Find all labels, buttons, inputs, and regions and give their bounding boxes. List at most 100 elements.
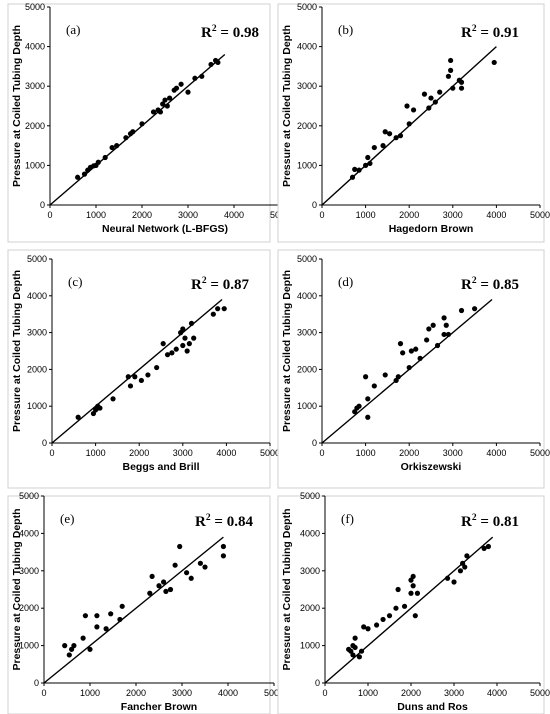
data-point xyxy=(95,159,101,165)
x-tick-label: 2000 xyxy=(399,448,419,458)
x-tick-label: 0 xyxy=(49,448,54,458)
x-axis-label: Beggs and Brill xyxy=(122,461,199,473)
data-point xyxy=(367,160,373,167)
data-point xyxy=(164,352,171,358)
x-axis-label: Hagedorn Brown xyxy=(389,223,474,235)
data-point xyxy=(75,174,81,180)
data-point xyxy=(138,377,144,384)
data-point xyxy=(428,95,434,101)
data-point xyxy=(426,326,432,332)
data-point xyxy=(374,622,380,628)
y-tick-label: 3000 xyxy=(27,328,47,338)
y-axis-label: Pressure at Coiled Tubing Depth xyxy=(11,270,23,432)
data-point xyxy=(410,583,416,589)
data-point xyxy=(173,85,180,91)
data-point xyxy=(441,331,447,338)
data-point xyxy=(426,105,432,111)
r-squared-label: R2 = 0.85 xyxy=(461,276,519,293)
panel-label: (a) xyxy=(66,22,80,37)
panel-a: 0100020003000400050000100020003000400050… xyxy=(7,2,290,243)
data-point xyxy=(188,575,194,581)
data-point xyxy=(371,383,377,389)
r-squared-label: R2 = 0.87 xyxy=(191,276,249,293)
x-tick-label: 4000 xyxy=(224,210,244,220)
data-point xyxy=(202,564,208,570)
y-axis-label: Pressure at Coiled Tubing Depth xyxy=(281,270,293,432)
panel-d: 0 1000 2000 3000 4000 5000 0 1000 2000 3000 4000 50… xyxy=(277,249,550,489)
x-tick-label: 3000 xyxy=(178,210,198,220)
trend-line xyxy=(324,536,494,684)
y-tick-label: 4000 xyxy=(297,42,317,52)
data-point xyxy=(177,543,183,550)
data-point xyxy=(145,372,151,378)
x-axis-label: Orkiszewski xyxy=(401,461,462,473)
data-point xyxy=(147,590,153,596)
y-tick-label: 5000 xyxy=(297,254,317,264)
data-point xyxy=(448,67,454,73)
panel-f: 0 1000 2000 3000 4000 5000 0 1000 2000 3000 4000 50… xyxy=(277,491,550,714)
data-point xyxy=(185,89,191,95)
y-tick-label: 2000 xyxy=(300,603,320,613)
x-tick-label: 1000 xyxy=(358,688,378,698)
data-point xyxy=(380,616,386,623)
x-tick-label: 1000 xyxy=(86,448,106,458)
data-point xyxy=(365,414,371,420)
data-point xyxy=(424,337,430,343)
panel-frame xyxy=(277,495,545,714)
data-point xyxy=(458,85,465,91)
x-tick-label: 3000 xyxy=(444,688,464,698)
y-tick-label: 3000 xyxy=(300,566,320,576)
y-tick-label: 5000 xyxy=(27,254,47,264)
data-point xyxy=(199,73,205,79)
data-point xyxy=(97,405,103,411)
data-point xyxy=(62,643,68,649)
x-tick-label: 3000 xyxy=(443,210,463,220)
y-tick-label: 5000 xyxy=(19,491,39,501)
y-axis-label: Pressure at Coiled Tubing Depth xyxy=(11,509,23,671)
data-point xyxy=(191,335,197,341)
data-point xyxy=(408,590,414,596)
data-point xyxy=(356,167,362,173)
data-point xyxy=(169,350,175,356)
data-point xyxy=(386,131,393,137)
y-tick-label: 2000 xyxy=(25,121,45,131)
data-point xyxy=(94,613,100,619)
data-point xyxy=(127,383,134,389)
x-tick-label: 4000 xyxy=(216,448,236,458)
y-tick-label: 4000 xyxy=(19,528,39,538)
data-point xyxy=(103,626,109,632)
x-tick-label: 4000 xyxy=(487,688,507,698)
data-point xyxy=(161,579,167,585)
panel-c: 0 1000 2000 3000 4000 5000 0 1000 2000 3000 4000 50… xyxy=(7,249,280,489)
data-point xyxy=(215,306,221,312)
y-tick-label: 2000 xyxy=(27,364,47,374)
x-tick-label: 5000 xyxy=(260,448,280,458)
data-point xyxy=(75,414,81,420)
data-point xyxy=(410,107,417,113)
data-point xyxy=(87,646,93,652)
data-point xyxy=(180,342,186,349)
x-tick-label: 2000 xyxy=(399,210,419,220)
data-point xyxy=(451,579,457,585)
data-point xyxy=(119,603,125,609)
x-axis-label: Fancher Brown xyxy=(121,701,197,713)
data-point xyxy=(172,562,178,568)
y-tick-label: 0 xyxy=(40,200,45,210)
data-point xyxy=(180,326,186,332)
data-point xyxy=(352,166,358,172)
r-squared-label: R2 = 0.84 xyxy=(195,513,253,530)
x-axis-label: Neural Network (L-BFGS) xyxy=(102,223,228,235)
y-tick-label: 1000 xyxy=(25,160,45,170)
r-squared-label: R2 = 0.81 xyxy=(461,513,519,530)
y-axis-label: Pressure at Coiled Tubing Depth xyxy=(11,25,23,187)
y-tick-label: 2000 xyxy=(297,121,317,131)
y-tick-label: 1000 xyxy=(297,160,317,170)
x-axis-label: Duns and Ros xyxy=(397,701,468,713)
y-tick-label: 0 xyxy=(34,678,39,688)
data-point xyxy=(197,560,203,566)
data-point xyxy=(417,355,423,361)
y-tick-label: 4000 xyxy=(27,291,47,301)
data-point xyxy=(117,616,123,623)
panel-e: 0 1000 2000 3000 4000 5000 0 1000 2000 3000 4000 50… xyxy=(7,491,284,714)
